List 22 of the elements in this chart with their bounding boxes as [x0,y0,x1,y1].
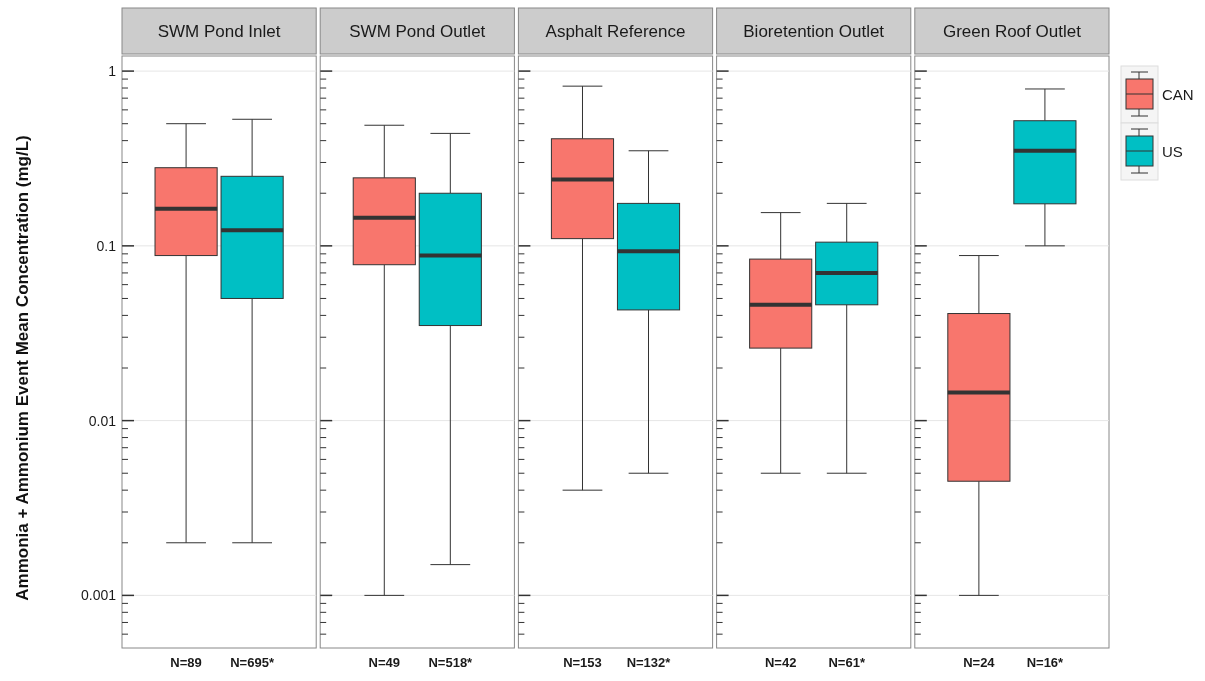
x-tick-label: N=16* [1026,655,1065,670]
x-tick-label: N=132* [626,655,672,670]
chart-title: Asphalt Reference [545,22,686,41]
y-tick-label: 1 [108,63,117,80]
y-axis-title: Ammonia + Ammonium Event Mean Concentration (mg/L) [13,135,32,601]
x-tick-label: N=89 [170,655,202,670]
x-tick-label: N=518* [428,655,474,670]
chart-title: SWM Pond Outlet [349,22,486,41]
x-tick-label: N=695* [230,655,275,670]
chart-title: SWM Pond Inlet [157,22,281,41]
y-tick-label: 0.01 [88,412,117,429]
legend-label: US [1162,143,1183,160]
legend-label: CAN [1162,86,1194,103]
y-tick-label: 0.001 [80,587,117,604]
x-tick-label: N=49 [368,655,401,670]
x-tick-label: N=42 [764,655,797,670]
x-tick-label: N=61* [828,655,866,670]
x-tick-label: N=153 [563,655,602,670]
chart-title: Green Roof Outlet [942,22,1082,41]
x-tick-label: N=24 [963,655,996,670]
chart-title: Bioretention Outlet [743,22,885,41]
y-tick-label: 0.1 [96,237,117,254]
